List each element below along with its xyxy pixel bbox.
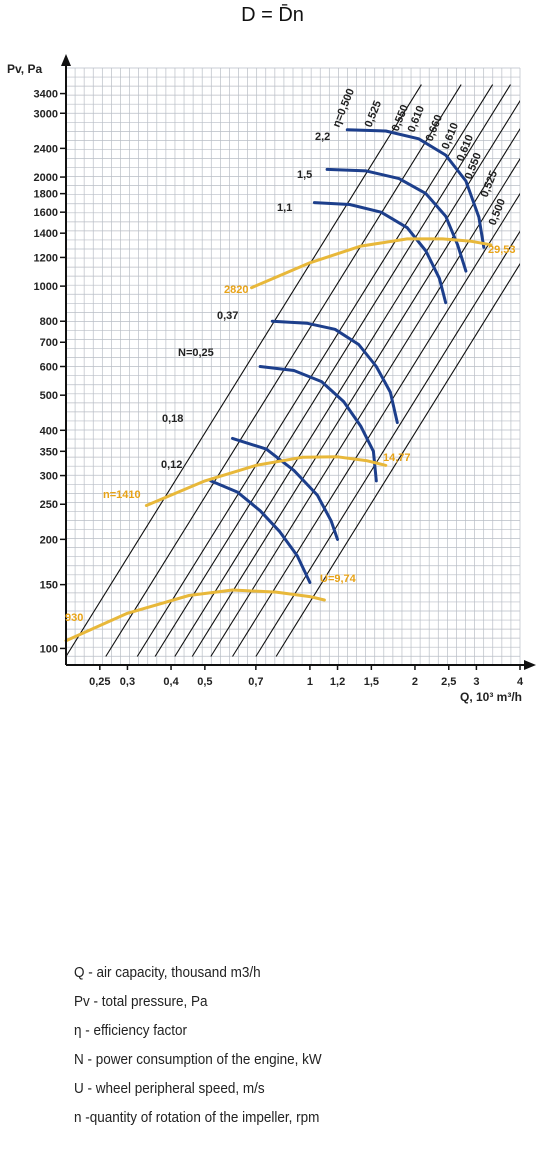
legend-item-pv: Pv - total pressure, Pa bbox=[74, 993, 208, 1010]
efficiency-line bbox=[275, 262, 520, 657]
speed-curve bbox=[144, 455, 388, 507]
x-tick-label: 2 bbox=[412, 676, 418, 688]
efficiency-line bbox=[255, 230, 520, 657]
power-curve-label: 0,37 bbox=[217, 310, 238, 322]
efficiency-line bbox=[154, 84, 511, 657]
power-curve bbox=[345, 128, 486, 249]
y-tick-label: 800 bbox=[40, 316, 58, 328]
x-axis-title: Q, 10³ m³/h bbox=[460, 690, 522, 704]
efficiency-line bbox=[174, 99, 520, 657]
chart-title: D = D̄n bbox=[241, 4, 304, 26]
y-tick-label: 1000 bbox=[34, 281, 58, 293]
x-tick-label: 1,2 bbox=[330, 676, 345, 688]
x-tick-label: 0,25 bbox=[89, 676, 110, 688]
y-tick-label: 2400 bbox=[34, 143, 58, 155]
efficiency-line bbox=[210, 157, 520, 657]
power-curve bbox=[270, 319, 399, 425]
power-curve bbox=[231, 436, 339, 541]
y-axis-title: Pv, Pa bbox=[7, 62, 42, 76]
y-tick-label: 3400 bbox=[34, 89, 58, 101]
legend-list: Q - air capacity, thousand m3/h Pv - tot… bbox=[74, 958, 322, 1132]
speed-curve bbox=[64, 588, 326, 643]
y-tick-label: 200 bbox=[40, 534, 58, 546]
x-axis-arrow bbox=[524, 660, 536, 670]
legend-item-n: N - power consumption of the engine, kW bbox=[74, 1051, 322, 1068]
y-tick-label: 1400 bbox=[34, 228, 58, 240]
power-curves bbox=[209, 128, 486, 584]
efficiency-line bbox=[232, 192, 520, 657]
power-curve bbox=[258, 365, 378, 483]
y-tick-label: 400 bbox=[40, 425, 58, 437]
power-curve-label: 0,12 bbox=[161, 459, 182, 471]
efficiency-line bbox=[136, 84, 494, 657]
speed-curves bbox=[64, 237, 493, 643]
y-tick-label: 3000 bbox=[34, 108, 58, 120]
power-curve bbox=[312, 201, 448, 305]
x-tick-label: 2,5 bbox=[441, 676, 456, 688]
rpm-label: 2820 bbox=[224, 284, 248, 296]
y-tick-label: 350 bbox=[40, 446, 58, 458]
power-curve bbox=[325, 167, 468, 273]
x-tick-label: 0,5 bbox=[197, 676, 212, 688]
x-tick-label: 0,7 bbox=[248, 676, 263, 688]
x-tick-label: 1 bbox=[307, 676, 313, 688]
power-curve-label: 1,5 bbox=[297, 169, 312, 181]
x-tick-label: 1,5 bbox=[364, 676, 379, 688]
speed-curve bbox=[250, 237, 493, 290]
x-tick-label: 0,4 bbox=[163, 676, 179, 688]
peripheral-speed-label: 14,77 bbox=[383, 452, 411, 464]
axes: 1001502002503003504005006007008001000120… bbox=[7, 54, 536, 704]
y-tick-label: 1600 bbox=[34, 207, 58, 219]
efficiency-line bbox=[191, 127, 520, 657]
legend-item-rpm: n -quantity of rotation of the impeller,… bbox=[74, 1109, 320, 1126]
legend-item-q: Q - air capacity, thousand m3/h bbox=[74, 964, 261, 981]
power-curve-label: 2,2 bbox=[315, 131, 330, 143]
y-tick-label: 700 bbox=[40, 337, 58, 349]
peripheral-speed-label: U=9,74 bbox=[320, 573, 357, 585]
legend-item-eta: η - efficiency factor bbox=[74, 1022, 188, 1039]
x-tick-label: 3 bbox=[473, 676, 479, 688]
y-tick-label: 150 bbox=[40, 580, 58, 592]
fan-performance-chart: 1001502002503003504005006007008001000120… bbox=[7, 54, 536, 704]
y-tick-label: 100 bbox=[40, 643, 58, 655]
y-tick-label: 300 bbox=[40, 471, 58, 483]
y-tick-label: 600 bbox=[40, 362, 58, 374]
y-tick-label: 2000 bbox=[34, 172, 58, 184]
y-tick-label: 500 bbox=[40, 390, 58, 402]
y-tick-label: 250 bbox=[40, 499, 58, 511]
x-tick-label: 0,3 bbox=[120, 676, 135, 688]
legend-item-u: U - wheel peripheral speed, m/s bbox=[74, 1080, 265, 1097]
rpm-label: n=1410 bbox=[103, 489, 141, 501]
x-tick-label: 4 bbox=[517, 676, 524, 688]
rpm-label: 930 bbox=[65, 612, 83, 624]
peripheral-speed-label: 29,53 bbox=[488, 244, 516, 256]
power-curve-label: 1,1 bbox=[277, 202, 292, 214]
y-tick-label: 1800 bbox=[34, 189, 58, 201]
power-curve-label: 0,18 bbox=[162, 413, 183, 425]
y-tick-label: 1200 bbox=[34, 252, 58, 264]
efficiency-line bbox=[66, 84, 422, 657]
power-curve bbox=[209, 479, 312, 584]
y-axis-arrow bbox=[61, 54, 71, 66]
power-curve-label: N=0,25 bbox=[178, 347, 214, 359]
